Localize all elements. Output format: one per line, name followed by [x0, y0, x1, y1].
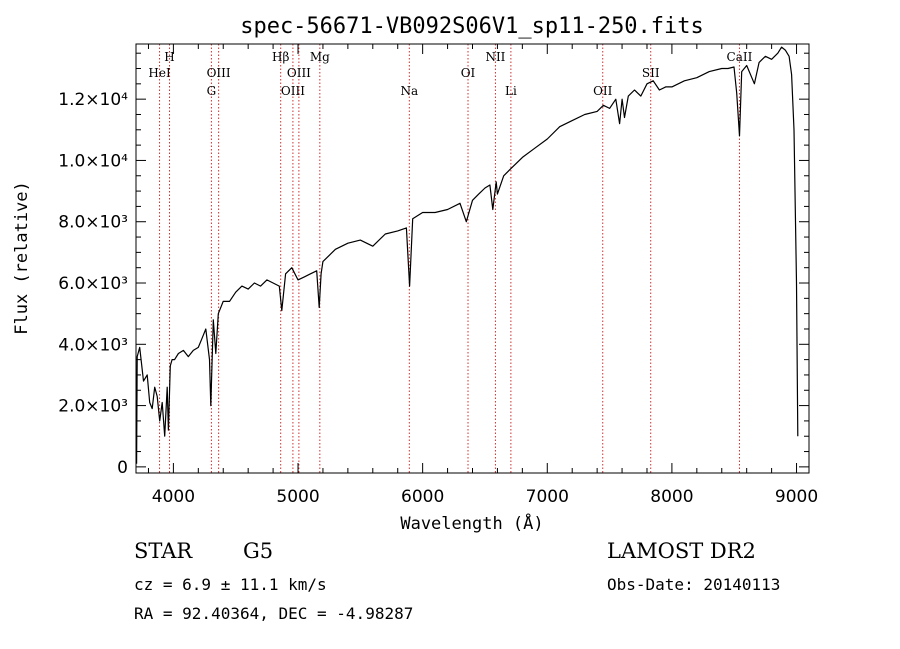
y-tick-label: 8.0×10³	[58, 213, 128, 233]
x-axis-label: Wavelength (Å)	[400, 512, 543, 534]
spectral-line-label: OIII	[287, 66, 311, 80]
y-tick-label: 0	[117, 458, 128, 478]
y-tick-label: 2.0×10³	[58, 397, 128, 417]
spectral-line-label: NII	[485, 50, 505, 64]
object-subclass: G5	[243, 539, 274, 563]
x-tick-label: 6000	[401, 487, 444, 507]
spectral-line-label: H	[164, 50, 174, 64]
x-tick-label: 9000	[775, 487, 818, 507]
spectral-line-label: HeI	[148, 66, 171, 80]
plot-frame	[135, 43, 810, 474]
spectral-line-label: Na	[400, 84, 418, 98]
spectral-line-label: OII	[593, 84, 613, 98]
spectral-line-label: CaII	[727, 50, 753, 64]
chart-title: spec-56671-VB092S06V1_sp11-250.fits	[240, 14, 704, 39]
y-tick-label: 1.2×10⁴	[58, 90, 128, 110]
redshift-cz: cz = 6.9 ± 11.1 km/s	[134, 575, 327, 594]
object-type: STAR	[134, 539, 193, 563]
x-tick-label: 4000	[152, 487, 195, 507]
y-tick-label: 4.0×10³	[58, 335, 128, 355]
spectral-line-label: Li	[505, 84, 517, 98]
spectral-line-label: G	[207, 84, 217, 98]
spectrum-line	[136, 46, 799, 464]
spectral-line-label: Hβ	[272, 50, 289, 64]
x-tick-label: 5000	[276, 487, 319, 507]
spectral-line-label: OIII	[207, 66, 231, 80]
y-tick-label: 1.0×10⁴	[58, 151, 128, 171]
spectral-line-label: OIII	[281, 84, 305, 98]
spectral-line-label: OI	[461, 66, 476, 80]
ra-dec-coordinates: RA = 92.40364, DEC = -4.98287	[134, 604, 414, 623]
spectral-line-label: Mg	[310, 50, 330, 64]
x-tick-label: 7000	[526, 487, 569, 507]
y-tick-label: 6.0×10³	[58, 274, 128, 294]
survey-name: LAMOST DR2	[607, 539, 756, 563]
spectral-line-label: SII	[642, 66, 660, 80]
x-tick-label: 8000	[650, 487, 693, 507]
y-axis-label: Flux (relative)	[12, 181, 32, 335]
observation-date: Obs-Date: 20140113	[607, 575, 781, 594]
